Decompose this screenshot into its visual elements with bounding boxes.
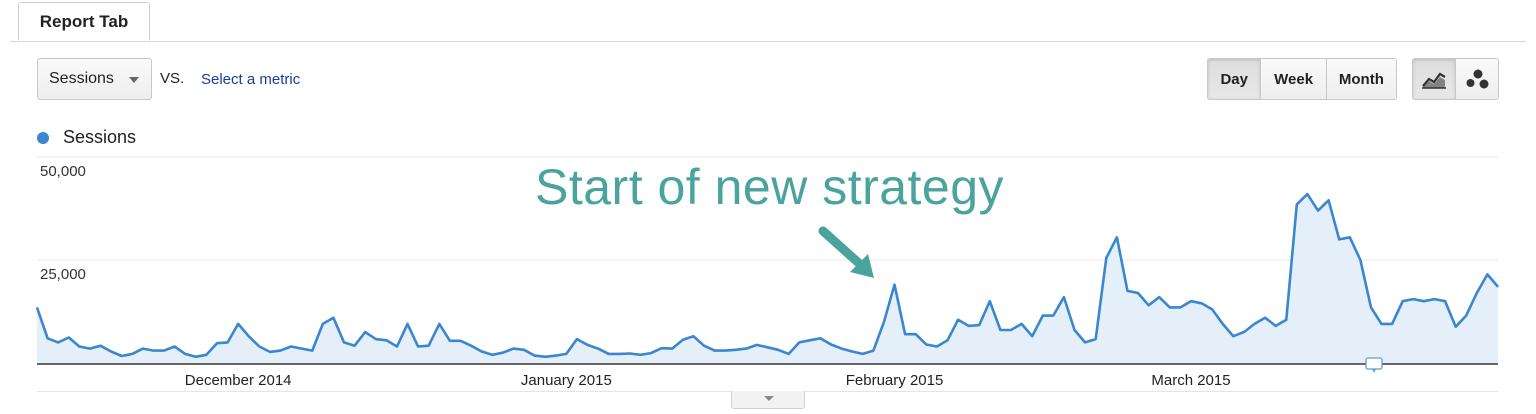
x-tick-label: March 2015 <box>1151 372 1230 389</box>
expand-timeline-handle[interactable] <box>731 391 805 409</box>
metric-select-value: Sessions <box>49 70 114 87</box>
granularity-group: Day Week Month <box>1207 58 1397 100</box>
metric-select[interactable]: Sessions <box>37 58 152 100</box>
annotation-marker-tail <box>1372 369 1376 373</box>
tab-bar-divider <box>10 41 1526 42</box>
tab-bar: Report Tab <box>0 0 1536 44</box>
vs-label: VS. <box>160 70 185 87</box>
series-line <box>35 192 1499 359</box>
series-area <box>37 194 1498 363</box>
tab-report[interactable]: Report Tab <box>18 2 150 41</box>
strategy-annotation: Start of new strategy <box>535 159 1005 215</box>
y-tick-label: 50,000 <box>40 163 86 180</box>
annotation-marker-icon <box>1365 357 1383 370</box>
select-metric-link[interactable]: Select a metric <box>201 71 301 88</box>
annotation-arrow-shaft <box>818 226 867 271</box>
motion-chart-icon[interactable] <box>1455 59 1498 99</box>
week-button[interactable]: Week <box>1260 59 1326 99</box>
annotation-arrow-head <box>850 254 874 278</box>
chart-type-group <box>1412 58 1499 100</box>
legend-series-name: Sessions <box>63 127 137 147</box>
sessions-chart: 50,000 25,000 December 2014 January 2015 Feb… <box>35 156 1499 389</box>
chart-legend: Sessions <box>37 127 136 148</box>
day-button[interactable]: Day <box>1208 59 1261 99</box>
series-color-dot <box>37 131 49 144</box>
line-chart-icon[interactable] <box>1413 59 1455 99</box>
x-tick-label: December 2014 <box>185 372 292 389</box>
y-tick-label: 25,000 <box>40 266 86 283</box>
chevron-down-icon <box>764 396 774 401</box>
x-tick-label: February 2015 <box>846 372 944 389</box>
month-button[interactable]: Month <box>1325 59 1396 99</box>
chevron-down-icon <box>129 77 139 83</box>
x-tick-label: January 2015 <box>521 372 612 389</box>
